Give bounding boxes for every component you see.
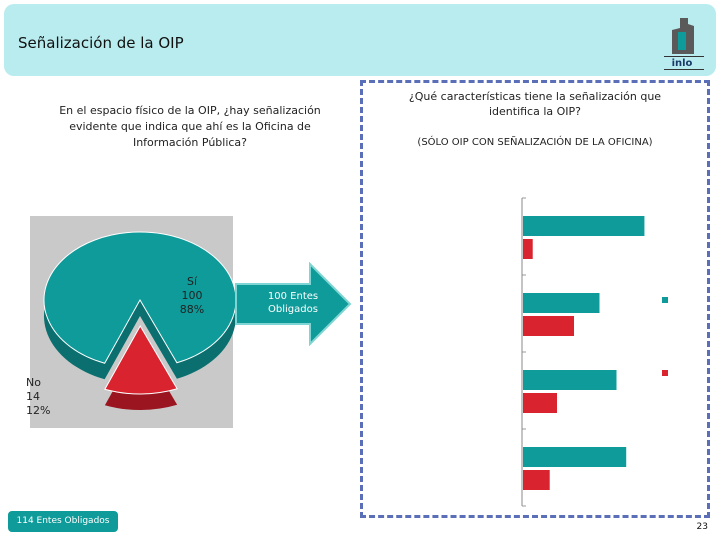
legend-swatch-red xyxy=(662,370,668,376)
institution-logo-icon: inlo xyxy=(664,18,704,70)
pie-label-no-value: 14 xyxy=(26,390,40,403)
pie-label-no: No 14 12% xyxy=(26,376,50,418)
logo-text: inlo xyxy=(672,58,693,69)
bar-series-0-category-1 xyxy=(523,293,600,313)
page-title: Señalización de la OIP xyxy=(18,34,184,52)
pie-slice-1 xyxy=(104,324,178,395)
pie-slice-0 xyxy=(43,231,237,364)
pie-label-si-name: Sí xyxy=(186,275,198,288)
pie-label-no-name: No xyxy=(26,376,41,389)
pie-label-si: Sí 100 88% xyxy=(170,275,214,317)
bar-series-0-category-3 xyxy=(523,447,627,467)
bar-chart xyxy=(521,197,645,507)
arrow-callout: 100 Entes Obligados xyxy=(232,261,354,347)
page-number: 23 xyxy=(696,522,708,532)
bar-chart-subtitle: (SÓLO OIP CON SEÑALIZACIÓN DE LA OFICINA… xyxy=(417,137,653,148)
bar-chart-container xyxy=(360,80,710,518)
bar-series-1-category-0 xyxy=(523,239,533,259)
total-entities-badge: 114 Entes Obligados xyxy=(8,511,118,532)
legend-swatch-teal xyxy=(662,297,668,303)
header-banner: Señalización de la OIP inlo xyxy=(4,4,716,76)
bar-series-1-category-2 xyxy=(523,393,557,413)
bar-series-1-category-1 xyxy=(523,316,574,336)
bar-series-1-category-3 xyxy=(523,470,550,490)
pie-chart-question: En el espacio físico de la OIP, ¿hay señ… xyxy=(59,104,321,149)
pie-label-si-value: 100 xyxy=(181,289,203,302)
arrow-callout-text: 100 Entes Obligados xyxy=(267,291,319,315)
bar-series-0-category-2 xyxy=(523,370,617,390)
right-arrow-icon xyxy=(235,261,352,347)
pie-label-no-percent: 12% xyxy=(26,404,51,417)
pie-label-si-percent: 88% xyxy=(179,303,205,316)
bar-chart-question: ¿Qué características tiene la señalizaci… xyxy=(408,90,662,118)
bar-series-0-category-0 xyxy=(523,216,645,236)
